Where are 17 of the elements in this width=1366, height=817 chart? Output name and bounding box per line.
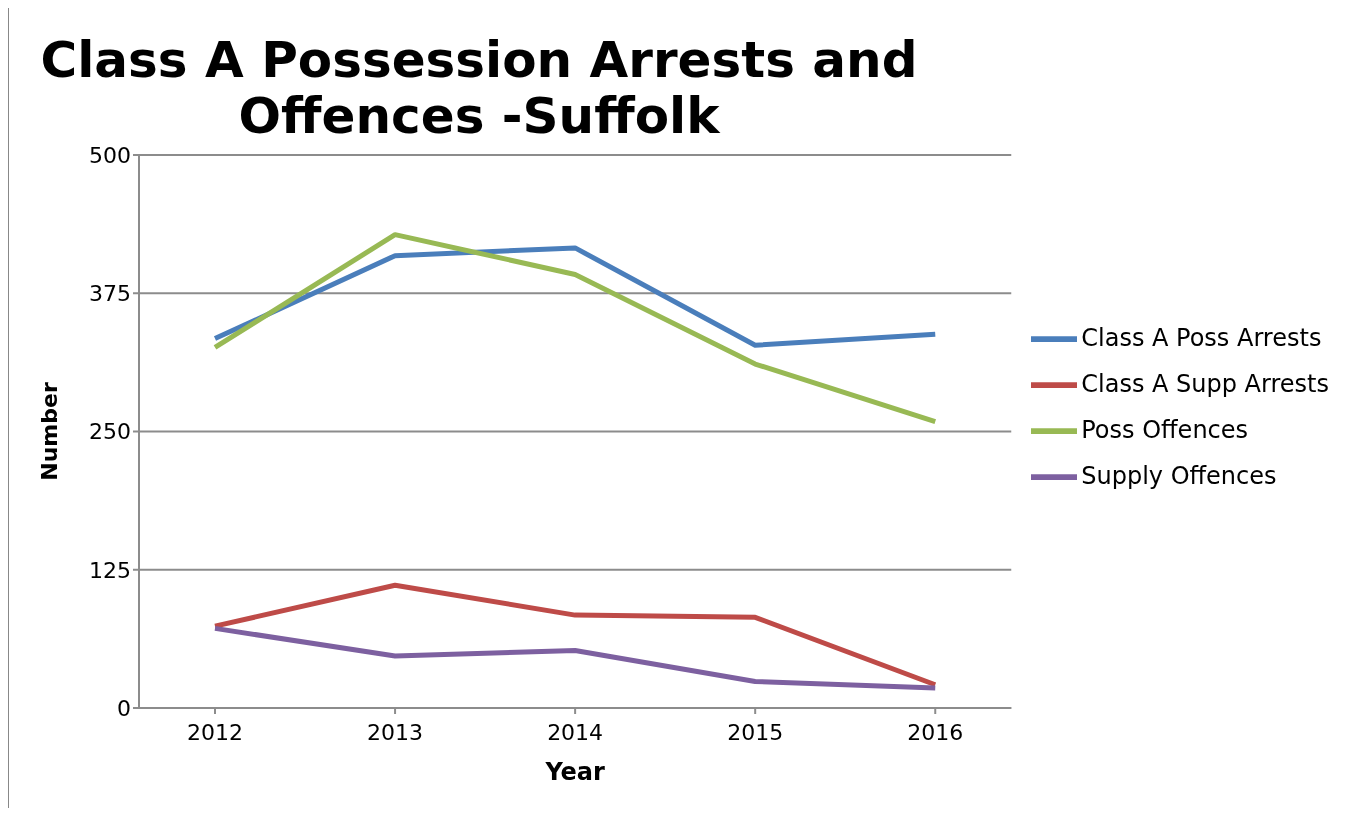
legend-label: Supply Offences <box>1081 462 1277 490</box>
y-tick-label: 500 <box>89 142 131 168</box>
y-tick-label: 125 <box>89 557 131 583</box>
x-tick-label: 2014 <box>547 719 604 745</box>
legend-label: Class A Poss Arrests <box>1081 324 1322 352</box>
y-axis-title: Number <box>36 382 62 481</box>
y-tick-label: 0 <box>117 695 131 721</box>
y-tick-label: 375 <box>89 281 131 307</box>
x-axis-title: Year <box>544 758 606 786</box>
x-tick-label: 2015 <box>727 719 784 745</box>
x-tick-label: 2012 <box>187 719 243 745</box>
x-tick-label: 2016 <box>907 719 964 745</box>
y-tick-label: 250 <box>89 419 131 445</box>
legend-label: Poss Offences <box>1081 416 1249 444</box>
chart-title: Class A Possession Arrests and Offences -Suffolk <box>39 31 919 145</box>
x-tick-label: 2013 <box>367 719 424 745</box>
legend-label: Class A Supp Arrests <box>1081 370 1329 398</box>
